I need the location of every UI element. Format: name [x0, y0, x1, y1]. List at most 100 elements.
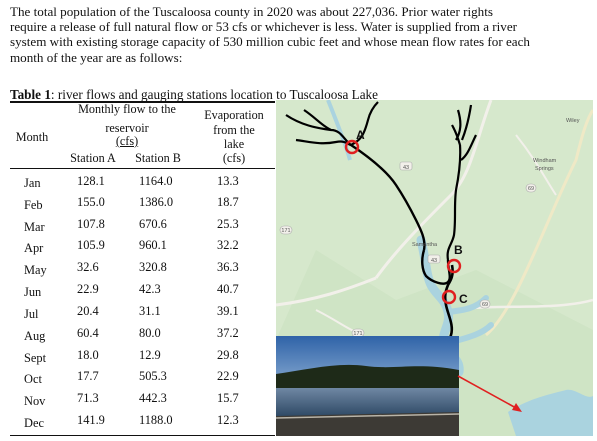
station-a-cell: 17.7 — [77, 369, 99, 383]
photo-railing — [276, 413, 460, 419]
monthly-flow-header-2: reservoir — [105, 121, 149, 135]
monthly-flow-header-1: Monthly flow to the — [78, 102, 176, 116]
map-route-label: 69 — [482, 302, 488, 308]
station-a-cell: 22.9 — [77, 282, 99, 296]
map-route-shield — [427, 254, 441, 264]
station-a-cell: 71.3 — [77, 391, 99, 405]
month-cell: Jun — [24, 285, 42, 299]
station-c-label: C — [459, 292, 468, 306]
month-cell: Jan — [24, 176, 41, 190]
month-cell: Feb — [24, 198, 43, 212]
map-river-branch — [446, 104, 477, 261]
evaporation-cell: 29.8 — [217, 348, 239, 362]
station-b-marker — [446, 258, 462, 274]
map-river-branch — [350, 101, 379, 146]
month-cell: Nov — [24, 394, 46, 408]
station-c-marker — [441, 289, 457, 305]
table-top-rule — [10, 101, 275, 103]
station-b-cell: 320.8 — [139, 260, 167, 274]
intro-line: month of the year are as follows: — [10, 49, 183, 65]
table-header-rule — [10, 168, 275, 169]
station-b-cell: 442.3 — [139, 391, 167, 405]
month-cell: Mar — [24, 220, 45, 234]
station-b-cell: 670.6 — [139, 217, 167, 231]
station-b-cell: 80.0 — [139, 326, 161, 340]
map-place-wiley: Wiley — [566, 118, 580, 124]
station-a-cell: 141.9 — [77, 413, 105, 427]
intro-line: system with existing storage capacity of… — [10, 34, 530, 50]
map-route-shield — [479, 299, 491, 309]
month-cell: May — [24, 263, 47, 277]
map-road — [515, 134, 557, 196]
station-b-label: B — [454, 243, 463, 257]
map-river-branch — [303, 109, 332, 131]
station-a-cell: 155.0 — [77, 195, 105, 209]
table-caption-label: Table 1 — [10, 87, 51, 102]
station-a-cell: 20.4 — [77, 304, 99, 318]
map-river-main — [421, 249, 451, 285]
evaporation-header-2: from the — [213, 123, 255, 137]
photo-treeline — [276, 364, 459, 390]
photo-shore — [276, 412, 459, 436]
map-route-label: 171 — [281, 228, 290, 234]
evaporation-header-1: Evaporation — [204, 108, 264, 122]
evaporation-cell: 15.7 — [217, 391, 239, 405]
intro-paragraph: The total population of the Tuscaloosa c… — [10, 4, 590, 65]
evaporation-cell: 40.7 — [217, 282, 239, 296]
monthly-flow-header-3: (cfs) — [115, 134, 139, 148]
station-b-cell: 1164.0 — [139, 174, 173, 188]
station-a-label: A — [356, 128, 365, 142]
map-route-label: 43 — [431, 258, 437, 264]
map-road — [276, 276, 377, 307]
station-b-cell: 12.9 — [139, 348, 161, 362]
station-b-cell: 505.3 — [139, 369, 167, 383]
evaporation-cell: 37.2 — [217, 326, 239, 340]
photo-pointer-arrow — [457, 375, 517, 409]
station-a-cell: 32.6 — [77, 260, 99, 274]
station-b-header: Station B — [135, 151, 181, 165]
evaporation-cell: 25.3 — [217, 217, 239, 231]
map-place-springs: Springs — [535, 166, 554, 172]
photo-lake-water — [276, 388, 459, 416]
station-a-cell: 60.4 — [77, 326, 99, 340]
intro-line: The total population of the Tuscaloosa c… — [10, 4, 493, 19]
map-river-main — [350, 144, 426, 251]
intro-line: require a release of full natural flow o… — [10, 19, 517, 35]
station-b-cell: 1188.0 — [139, 413, 173, 427]
station-b-cell: 31.1 — [139, 304, 161, 318]
map-river-branch — [295, 138, 352, 147]
evaporation-header-3: lake — [223, 137, 245, 151]
map-route-shield — [399, 161, 413, 171]
map-route-shield — [525, 183, 537, 193]
station-a-cell: 107.8 — [77, 217, 105, 231]
map-water — [326, 100, 352, 161]
station-a-cell: 105.9 — [77, 238, 105, 252]
evaporation-cell: 36.3 — [217, 260, 239, 274]
table-bottom-rule — [10, 435, 275, 437]
lake-map-drawing: 43 69 171 43 69 171 Wiley Windham Spring… — [276, 100, 593, 436]
station-b-cell: 1386.0 — [139, 195, 174, 209]
lake-map: 43 69 171 43 69 171 Wiley Windham Spring… — [276, 100, 593, 436]
table-caption: Table 1: river flows and gauging station… — [10, 87, 378, 103]
evaporation-cell: 39.1 — [217, 304, 239, 318]
table-caption-text: : river flows and gauging stations locat… — [50, 87, 378, 102]
month-cell: Oct — [24, 372, 42, 386]
station-a-header: Station A — [70, 151, 116, 165]
map-place-windham: Windham — [533, 158, 557, 164]
month-header: Month — [15, 130, 49, 144]
station-b-cell: 42.3 — [139, 282, 161, 296]
lake-photo — [276, 336, 460, 436]
month-cell: Aug — [24, 329, 46, 343]
evaporation-header-4: (cfs) — [222, 151, 246, 165]
station-b-cell: 960.1 — [139, 238, 167, 252]
evaporation-cell: 22.9 — [217, 369, 239, 383]
map-route-label: 171 — [353, 331, 362, 337]
station-a-cell: 18.0 — [77, 348, 99, 362]
station-a-cell: 128.1 — [77, 174, 105, 188]
map-road — [374, 100, 493, 279]
evaporation-cell: 18.7 — [217, 195, 239, 209]
map-place-samantha: Samantha — [412, 242, 438, 248]
map-route-shield — [279, 225, 293, 235]
evaporation-cell: 32.2 — [217, 238, 239, 252]
photo-pointer-arrowhead — [512, 403, 522, 412]
